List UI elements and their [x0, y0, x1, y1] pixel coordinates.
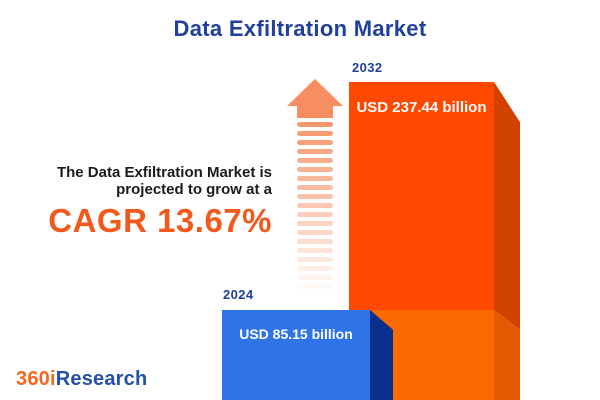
summary-line-1: The Data Exfiltration Market is	[56, 164, 272, 181]
bar-2024-3d-side	[370, 310, 393, 400]
bar-2032-3d-side	[494, 82, 520, 400]
bar-2024	[222, 310, 370, 400]
summary-line-2: projected to grow at a	[116, 181, 272, 198]
arrow-stripes	[287, 122, 343, 289]
bar-2024-year-label: 2024	[223, 287, 254, 302]
bar-2024-value-label: USD 85.15 billion	[239, 326, 353, 342]
bar-2032-value-label: USD 237.44 billion	[356, 99, 487, 116]
arrow-neck	[297, 106, 333, 118]
bar-2032	[349, 82, 494, 400]
summary-text-block: The Data Exfiltration Market is projecte…	[48, 164, 272, 240]
company-logo: 360iResearch	[16, 368, 147, 391]
logo-suffix: Research	[55, 368, 148, 390]
bar-2032-growth-segment	[349, 82, 494, 310]
growth-arrow-icon	[287, 79, 343, 289]
logo-prefix: 360i	[16, 368, 56, 390]
arrow-head	[287, 79, 343, 106]
cagr-value: CAGR 13.67%	[48, 202, 272, 239]
bar-2032-year-label: 2032	[352, 60, 383, 75]
page-title: Data Exfiltration Market	[173, 16, 427, 41]
